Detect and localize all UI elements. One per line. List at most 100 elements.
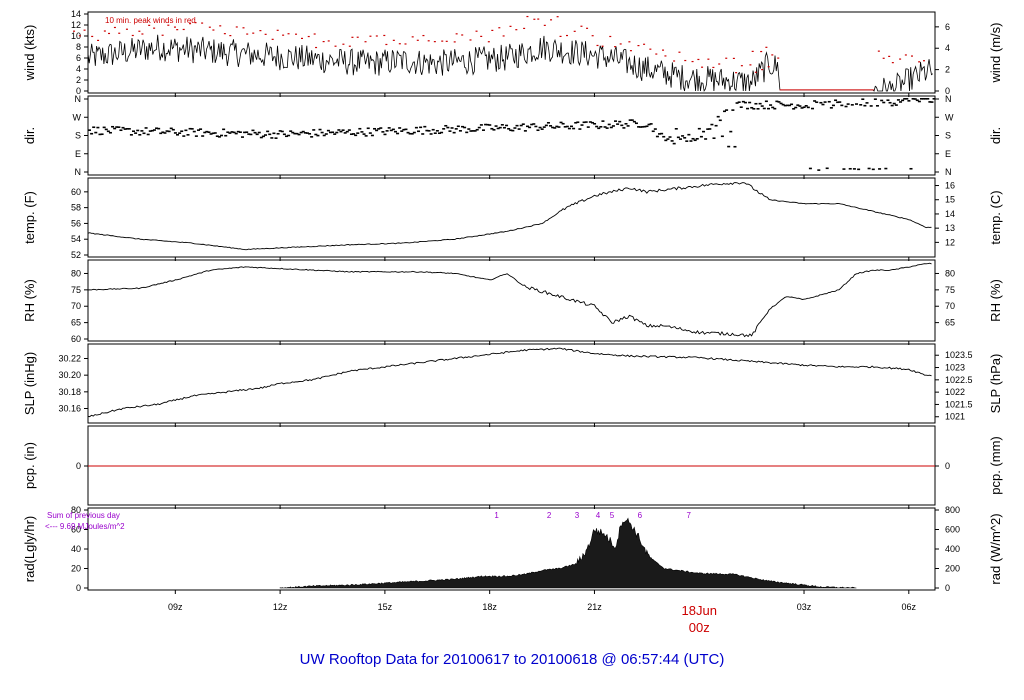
dir-point xyxy=(509,129,513,132)
dir-point xyxy=(360,131,364,133)
dir-point xyxy=(792,108,796,110)
y-tick-label-left: 80 xyxy=(71,268,81,278)
dir-point xyxy=(834,99,838,102)
dir-point xyxy=(867,167,871,170)
dir-point xyxy=(362,133,366,135)
dir-point xyxy=(597,127,601,130)
dir-point xyxy=(104,128,108,131)
y-tick-label-left: 4 xyxy=(76,64,81,74)
rad-marker-1: 1 xyxy=(494,511,499,520)
dir-point xyxy=(180,130,184,133)
dir-point xyxy=(796,104,800,106)
dir-point xyxy=(618,120,622,123)
dir-point xyxy=(811,107,815,110)
dir-point xyxy=(699,135,703,138)
y-tick-label-right: 4 xyxy=(945,43,950,53)
dir-point xyxy=(132,130,136,133)
dir-point xyxy=(544,124,548,127)
dir-point xyxy=(471,130,475,132)
dir-point xyxy=(295,132,299,135)
dir-point xyxy=(230,131,234,133)
rad-area xyxy=(279,517,857,589)
y-tick-label-left: N xyxy=(75,167,82,177)
dir-point xyxy=(448,130,452,132)
y-tick-label-right: 1023 xyxy=(945,363,965,373)
y-tick-label-left: 0 xyxy=(76,86,81,96)
dir-point xyxy=(264,134,268,136)
dir-point xyxy=(314,133,318,136)
dir-point xyxy=(779,102,783,105)
dir-point xyxy=(205,130,209,133)
dir-point xyxy=(806,106,810,109)
dir-point xyxy=(634,122,638,125)
dir-point xyxy=(349,133,353,136)
dir-point xyxy=(224,134,228,137)
dir-point xyxy=(731,109,735,111)
dir-point xyxy=(272,132,276,135)
dir-point xyxy=(651,130,655,133)
dir-point xyxy=(393,130,397,133)
y-tick-label-left: 10 xyxy=(71,31,81,41)
y-tick-label-left: 40 xyxy=(71,544,81,554)
dir-point xyxy=(406,131,410,134)
dir-point xyxy=(284,135,288,138)
dir-point xyxy=(549,125,553,127)
dir-point xyxy=(287,134,291,137)
dir-point xyxy=(926,98,930,100)
dir-point xyxy=(852,168,856,170)
dir-point xyxy=(901,99,905,102)
ylabel-right-rh: RH (%) xyxy=(988,279,1003,322)
dir-point xyxy=(113,127,117,130)
dir-point xyxy=(461,125,465,128)
dir-point xyxy=(536,129,540,132)
dir-point xyxy=(827,100,831,103)
dir-point xyxy=(377,128,381,130)
ylabel-right-rad: rad (W/m^2) xyxy=(988,513,1003,584)
dir-point xyxy=(842,168,846,170)
dir-point xyxy=(838,101,842,103)
dir-point xyxy=(502,126,506,129)
dir-point xyxy=(345,130,349,133)
dir-point xyxy=(299,131,303,134)
dir-point xyxy=(815,101,819,104)
dir-point xyxy=(685,140,689,142)
dir-point xyxy=(268,133,272,136)
y-tick-label-left: 75 xyxy=(71,285,81,295)
dir-point xyxy=(578,128,582,130)
y-tick-label-left: 12 xyxy=(71,20,81,30)
dir-point xyxy=(148,130,152,132)
dir-point xyxy=(211,132,215,135)
dir-point xyxy=(743,101,747,104)
dir-point xyxy=(530,123,534,126)
y-tick-label-right: 75 xyxy=(945,285,955,295)
chart-title: UW Rooftop Data for 20100617 to 20100618… xyxy=(299,651,725,668)
dir-point xyxy=(766,107,770,110)
dir-point xyxy=(905,98,909,100)
dir-point xyxy=(609,126,613,129)
dir-point xyxy=(725,109,729,111)
dir-point xyxy=(626,125,630,127)
dir-point xyxy=(440,131,444,134)
dir-point xyxy=(588,121,592,123)
dir-point xyxy=(421,133,425,135)
dir-point xyxy=(163,132,167,134)
dir-point xyxy=(427,130,431,132)
dir-point xyxy=(381,131,385,133)
dir-point xyxy=(790,103,794,106)
rad-marker-6: 6 xyxy=(638,511,643,520)
dir-point xyxy=(301,130,305,133)
dir-point xyxy=(228,132,232,134)
dir-point xyxy=(567,127,571,130)
dir-point xyxy=(570,125,574,128)
dir-point xyxy=(373,127,377,130)
dir-point xyxy=(785,104,789,107)
dir-point xyxy=(303,132,307,134)
dir-point xyxy=(316,134,320,137)
y-tick-label-left: S xyxy=(75,131,81,141)
dir-point xyxy=(859,104,863,106)
y-tick-label-right: 6 xyxy=(945,22,950,32)
panel-frame-temp xyxy=(87,177,936,258)
x-tick-label: 12z xyxy=(273,602,288,612)
dir-point xyxy=(297,133,301,136)
dir-point xyxy=(293,132,297,135)
